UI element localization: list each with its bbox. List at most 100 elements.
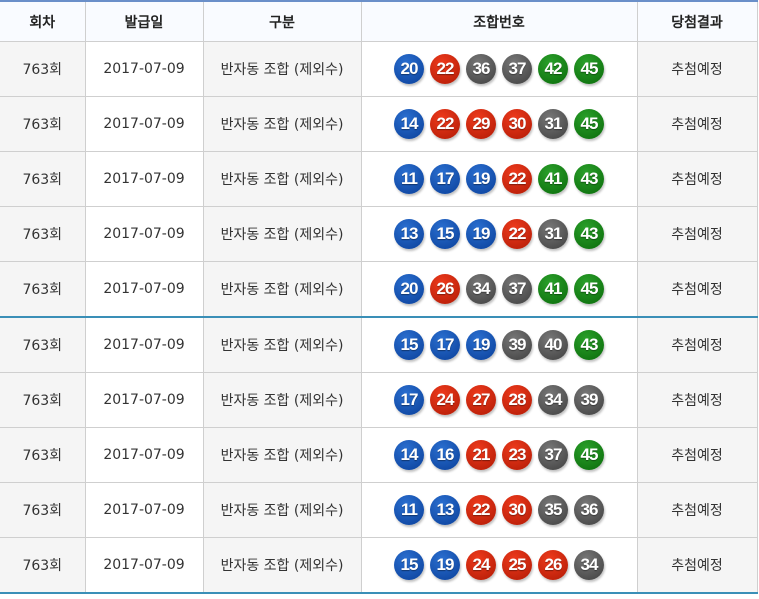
table-row: 763회 2017-07-09 반자동 조합 (제외수) 20 22 36 37 42 45 추첨… xyxy=(0,41,758,97)
lotto-ball: 39 xyxy=(502,330,532,360)
date-cell: 2017-07-09 xyxy=(84,41,204,97)
lotto-ball: 11 xyxy=(394,495,424,525)
lotto-ball: 30 xyxy=(502,495,532,525)
round-cell: 763회 xyxy=(0,151,86,207)
type-cell: 반자동 조합 (제외수) xyxy=(202,316,362,373)
lotto-ball: 45 xyxy=(574,109,604,139)
header-round: 회차 xyxy=(0,0,86,42)
lotto-ball: 16 xyxy=(430,440,460,470)
lotto-ball: 20 xyxy=(394,54,424,84)
numbers-cell: 11 17 19 22 41 43 xyxy=(360,151,638,207)
lotto-ball: 11 xyxy=(394,164,424,194)
lotto-ball: 36 xyxy=(466,54,496,84)
type-cell: 반자동 조합 (제외수) xyxy=(202,96,362,152)
header-type: 구분 xyxy=(202,0,362,42)
lotto-ball: 17 xyxy=(394,385,424,415)
numbers-cell: 11 13 22 30 35 36 xyxy=(360,482,638,538)
lotto-ball: 43 xyxy=(574,219,604,249)
type-cell: 반자동 조합 (제외수) xyxy=(202,261,362,318)
round-cell: 763회 xyxy=(0,41,86,97)
lotto-ball: 39 xyxy=(574,385,604,415)
result-cell: 추첨예정 xyxy=(636,482,758,538)
lotto-ball: 26 xyxy=(538,550,568,580)
result-cell: 추첨예정 xyxy=(636,96,758,152)
header-date: 발급일 xyxy=(84,0,204,42)
lotto-ball: 29 xyxy=(466,109,496,139)
numbers-cell: 17 24 27 28 34 39 xyxy=(360,372,638,428)
date-cell: 2017-07-09 xyxy=(84,372,204,428)
date-cell: 2017-07-09 xyxy=(84,482,204,538)
lotto-ball: 42 xyxy=(538,54,568,84)
lotto-ball: 35 xyxy=(538,495,568,525)
lotto-ball: 22 xyxy=(502,219,532,249)
table-row: 763회 2017-07-09 반자동 조합 (제외수) 11 17 19 22 41 43 추첨… xyxy=(0,151,758,207)
lotto-ball: 37 xyxy=(502,274,532,304)
numbers-cell: 15 19 24 25 26 34 xyxy=(360,537,638,594)
lotto-ball: 13 xyxy=(394,219,424,249)
round-cell: 763회 xyxy=(0,537,86,594)
round-cell: 763회 xyxy=(0,482,86,538)
date-cell: 2017-07-09 xyxy=(84,151,204,207)
type-cell: 반자동 조합 (제외수) xyxy=(202,41,362,97)
lotto-ball: 25 xyxy=(502,550,532,580)
result-cell: 추첨예정 xyxy=(636,151,758,207)
lotto-ball: 40 xyxy=(538,330,568,360)
lotto-ball: 17 xyxy=(430,164,460,194)
round-cell: 763회 xyxy=(0,261,86,318)
lotto-ball: 17 xyxy=(430,330,460,360)
lotto-ball: 45 xyxy=(574,274,604,304)
lotto-ball: 15 xyxy=(430,219,460,249)
lotto-ball: 41 xyxy=(538,274,568,304)
type-cell: 반자동 조합 (제외수) xyxy=(202,372,362,428)
lotto-ball: 19 xyxy=(466,330,496,360)
lotto-ball: 30 xyxy=(502,109,532,139)
lotto-ball: 22 xyxy=(430,54,460,84)
numbers-cell: 20 22 36 37 42 45 xyxy=(360,41,638,97)
round-cell: 763회 xyxy=(0,206,86,262)
lotto-ball: 15 xyxy=(394,550,424,580)
lotto-ball: 22 xyxy=(502,164,532,194)
table-row: 763회 2017-07-09 반자동 조합 (제외수) 15 19 24 25 26 34 추첨… xyxy=(0,537,758,594)
round-cell: 763회 xyxy=(0,316,86,373)
numbers-cell: 13 15 19 22 31 43 xyxy=(360,206,638,262)
result-cell: 추첨예정 xyxy=(636,372,758,428)
lotto-ball: 22 xyxy=(430,109,460,139)
type-cell: 반자동 조합 (제외수) xyxy=(202,482,362,538)
lotto-ball: 23 xyxy=(502,440,532,470)
lotto-ball: 19 xyxy=(466,164,496,194)
round-cell: 763회 xyxy=(0,427,86,483)
round-cell: 763회 xyxy=(0,372,86,428)
result-cell: 추첨예정 xyxy=(636,206,758,262)
lotto-ball: 21 xyxy=(466,440,496,470)
table-row: 763회 2017-07-09 반자동 조합 (제외수) 11 13 22 30 35 36 추첨… xyxy=(0,482,758,538)
numbers-cell: 15 17 19 39 40 43 xyxy=(360,316,638,373)
lotto-ball: 34 xyxy=(574,550,604,580)
lotto-ball: 19 xyxy=(466,219,496,249)
lotto-ball: 43 xyxy=(574,330,604,360)
date-cell: 2017-07-09 xyxy=(84,427,204,483)
result-cell: 추첨예정 xyxy=(636,41,758,97)
result-cell: 추첨예정 xyxy=(636,261,758,318)
result-cell: 추첨예정 xyxy=(636,537,758,594)
lotto-ball: 24 xyxy=(466,550,496,580)
lotto-ball: 36 xyxy=(574,495,604,525)
lotto-ball: 26 xyxy=(430,274,460,304)
lotto-ball: 45 xyxy=(574,54,604,84)
lotto-ball: 31 xyxy=(538,109,568,139)
table-header-row: 회차 발급일 구분 조합번호 당첨결과 xyxy=(0,0,758,42)
numbers-cell: 14 16 21 23 37 45 xyxy=(360,427,638,483)
result-cell: 추첨예정 xyxy=(636,427,758,483)
date-cell: 2017-07-09 xyxy=(84,261,204,318)
lotto-ball: 34 xyxy=(538,385,568,415)
lotto-ball: 19 xyxy=(430,550,460,580)
lotto-ball: 24 xyxy=(430,385,460,415)
numbers-cell: 14 22 29 30 31 45 xyxy=(360,96,638,152)
table-row: 763회 2017-07-09 반자동 조합 (제외수) 14 22 29 30 31 45 추첨… xyxy=(0,96,758,152)
lotto-ball: 37 xyxy=(538,440,568,470)
table-row: 763회 2017-07-09 반자동 조합 (제외수) 13 15 19 22 31 43 추첨… xyxy=(0,206,758,262)
type-cell: 반자동 조합 (제외수) xyxy=(202,206,362,262)
type-cell: 반자동 조합 (제외수) xyxy=(202,537,362,594)
date-cell: 2017-07-09 xyxy=(84,96,204,152)
lotto-ball: 13 xyxy=(430,495,460,525)
